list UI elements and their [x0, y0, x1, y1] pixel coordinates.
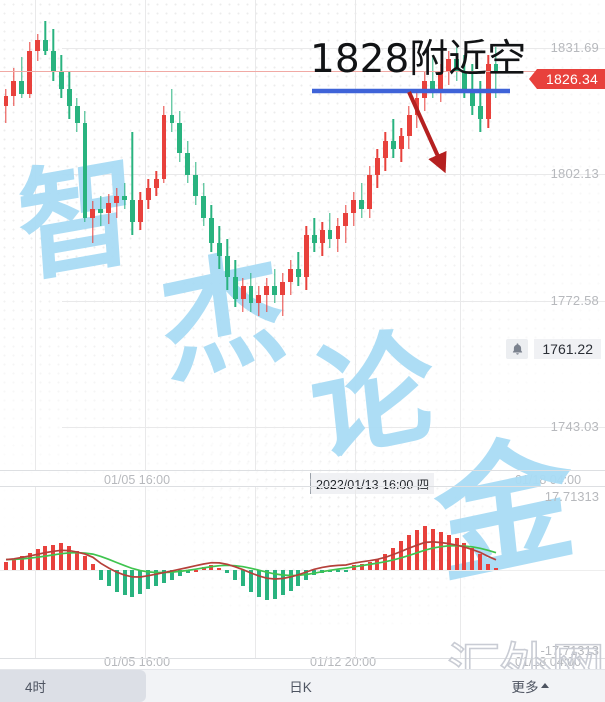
price-axis-label: 1831.69 [550, 40, 599, 55]
macd-axis-min-label: -17.71313 [540, 643, 599, 658]
last-price-badge[interactable]: 1826.34 [528, 69, 605, 89]
price-axis-label: 1802.13 [550, 166, 599, 181]
more-button[interactable]: 更多 [455, 670, 605, 702]
caret-up-icon [540, 682, 549, 688]
macd-dea-line [5, 544, 497, 577]
annotation-headline: 1828附近空 [310, 37, 527, 82]
price-axis-label: 1743.03 [550, 419, 599, 434]
price-axis-label: 1772.58 [550, 293, 599, 308]
axis-separator [0, 658, 605, 659]
axis-separator [0, 486, 605, 487]
alarm-price-value: 1761.22 [534, 339, 601, 359]
macd-axis-max-label: 17.71313 [544, 489, 599, 504]
more-button-label: 更多 [511, 680, 539, 695]
macd-dif-line [5, 541, 497, 580]
axis-separator [0, 470, 605, 471]
timeframe-button-daily[interactable]: 日K [289, 680, 312, 695]
bell-icon[interactable] [506, 339, 529, 359]
price-alarm-pill[interactable]: 1761.22 [506, 339, 601, 359]
timeframe-button-4h[interactable]: 4时 [0, 670, 146, 702]
bottom-toolbar: 4时 日K 更多 [0, 669, 605, 702]
